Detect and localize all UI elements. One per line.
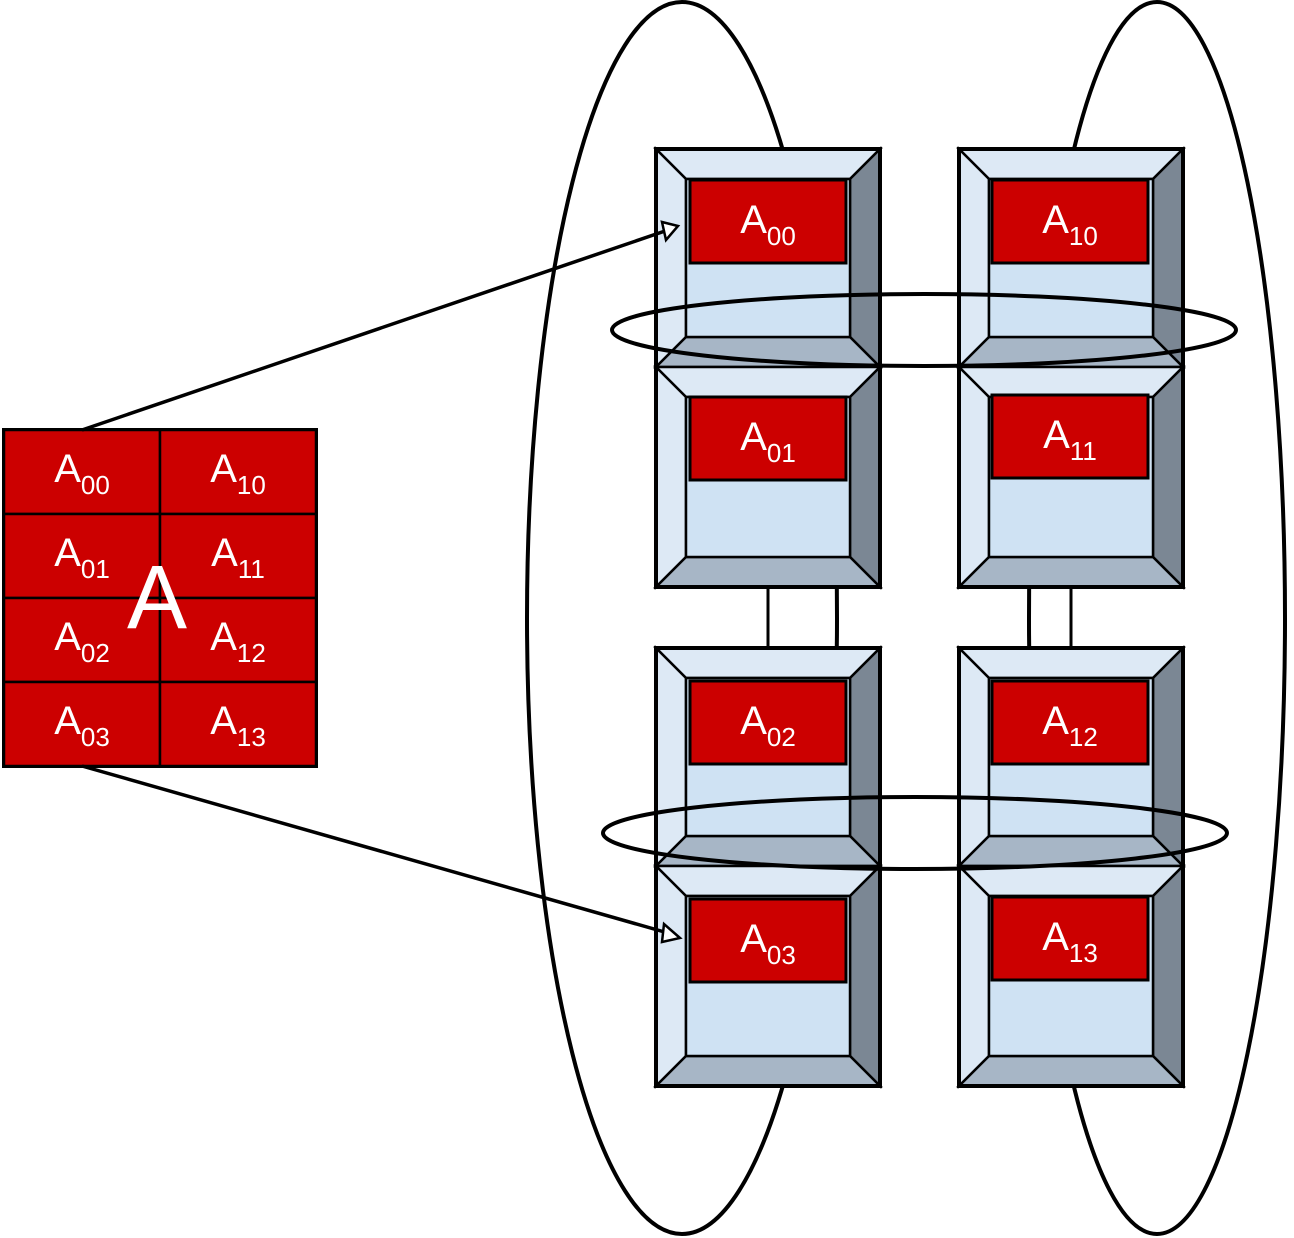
mapping-line-top	[82, 230, 668, 430]
matrix-cell-a00: A00	[4, 430, 160, 514]
node-block-a10: A10	[992, 180, 1148, 263]
matrix-cell-a13: A13	[160, 682, 316, 766]
matrix-label: A	[127, 548, 187, 648]
node-block-a02: A02	[690, 681, 846, 764]
node-block-a03: A03	[690, 899, 846, 982]
node-block-a11: A11	[992, 395, 1148, 478]
mapping-line-bottom	[82, 766, 668, 933]
node-block-a01: A01	[690, 397, 846, 480]
matrix-cell-a03: A03	[4, 682, 160, 766]
node-block-a00: A00	[690, 180, 846, 263]
node-block-a13: A13	[992, 897, 1148, 980]
matrix-cell-a10: A10	[160, 430, 316, 514]
node-block-a12: A12	[992, 681, 1148, 764]
